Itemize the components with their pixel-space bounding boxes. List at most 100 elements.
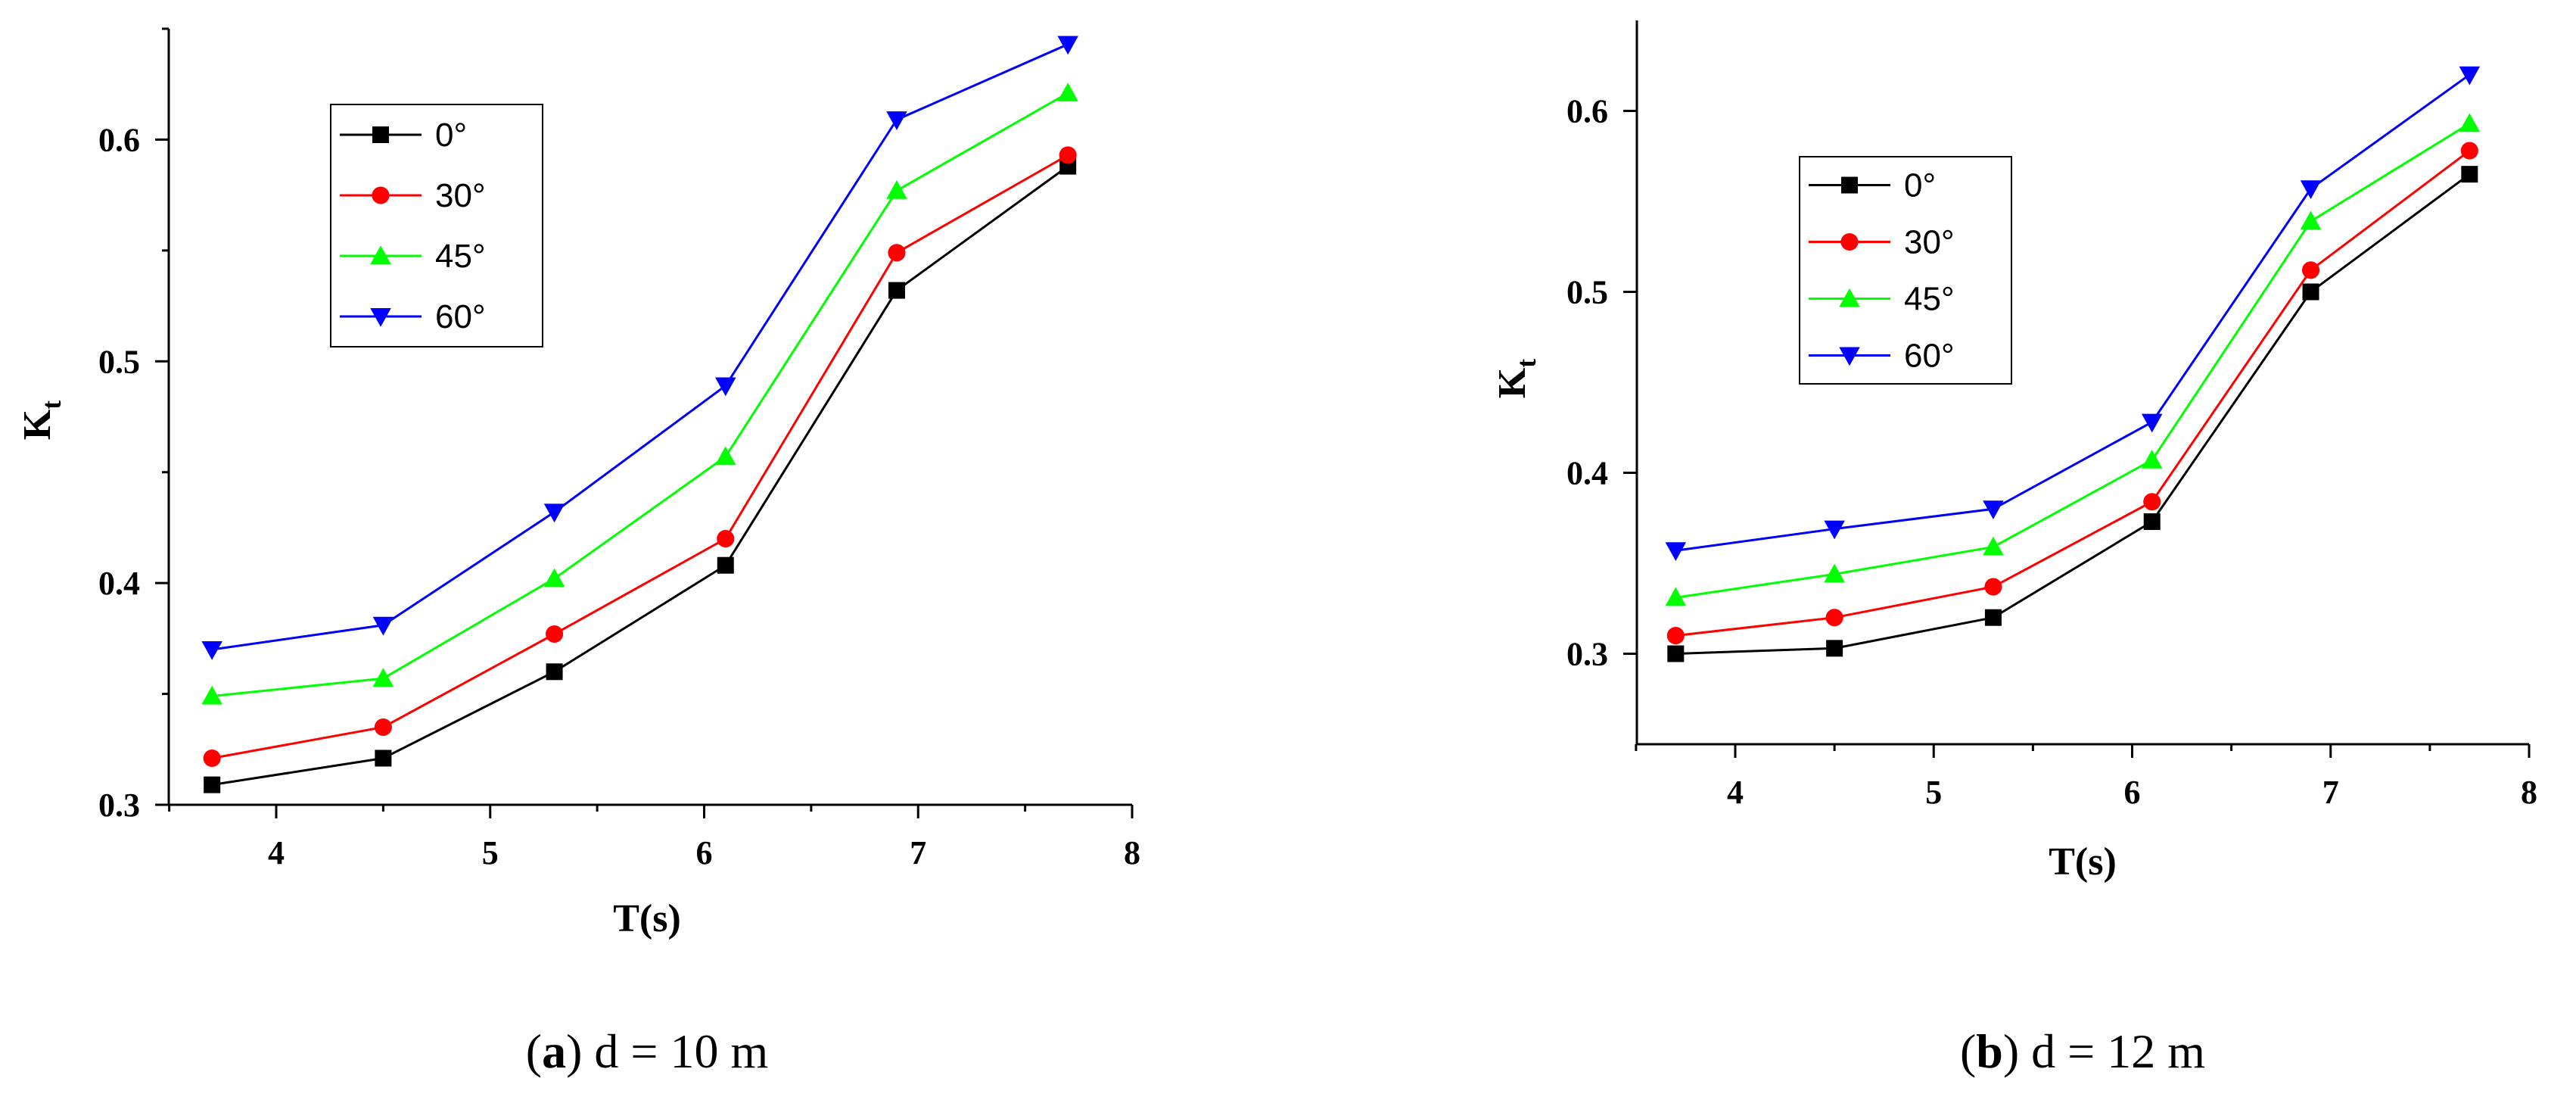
data-point-30deg	[888, 244, 906, 262]
y-axis-title-main: K	[1491, 367, 1534, 398]
data-point-0deg	[546, 663, 563, 681]
caption-text: ) d = 10 m	[566, 1024, 768, 1078]
y-tick-label: 0.4	[1566, 455, 1608, 492]
data-point-60deg	[1665, 542, 1687, 562]
legend-marker	[1840, 232, 1859, 251]
series-line-30deg	[1675, 149, 2471, 637]
data-point-60deg	[1057, 36, 1078, 55]
legend-marker	[372, 186, 390, 204]
caption-text: ) d = 12 m	[2003, 1024, 2205, 1078]
series-line-45deg	[212, 92, 1069, 697]
series-line-30deg	[211, 154, 1069, 759]
data-point-30deg	[2143, 493, 2161, 511]
y-tick-label: 0.6	[98, 121, 140, 158]
y-tick-label: 0.3	[1566, 636, 1608, 673]
data-point-60deg	[543, 503, 565, 523]
data-point-30deg	[2460, 142, 2478, 160]
data-point-45deg	[886, 180, 907, 199]
caption-letter: b	[1976, 1024, 2003, 1078]
data-point-45deg	[2300, 210, 2322, 230]
y-tick-label: 0.5	[1566, 274, 1608, 311]
legend-marker	[1839, 288, 1860, 307]
data-point-30deg	[374, 718, 392, 737]
series-line-45deg	[1675, 122, 2471, 599]
legend: 0° 30° 45° 60°	[1799, 156, 2012, 385]
y-tick-label: 0.6	[1566, 93, 1608, 130]
data-point-60deg	[372, 616, 394, 636]
data-point-0deg	[2461, 166, 2478, 183]
y-tick-label: 0.3	[98, 787, 140, 824]
data-point-45deg	[1665, 587, 1687, 606]
series-line-0deg	[211, 165, 1069, 787]
x-tick-label: 4	[268, 834, 285, 871]
legend-label: 60°	[435, 298, 486, 335]
legend-label: 45°	[1904, 281, 1955, 318]
data-point-30deg	[1666, 627, 1685, 645]
data-point-60deg	[2300, 180, 2322, 200]
legend-label: 0°	[1904, 167, 1936, 204]
data-point-30deg	[203, 749, 221, 768]
x-tick-label: 6	[696, 834, 713, 871]
data-point-45deg	[715, 446, 736, 466]
panel-caption: (b) d = 12 m	[1960, 1024, 2205, 1078]
data-point-45deg	[2459, 113, 2481, 132]
legend: 0° 30° 45° 60°	[330, 104, 543, 347]
data-point-45deg	[372, 668, 394, 687]
data-point-60deg	[886, 111, 907, 130]
x-tick-label: 7	[910, 834, 926, 871]
chart-panel-b: 4 5 6 7 8 0.3 0.4 0.5 0.6 T(s) Kt 0° 30° 45° 60° (b) d …	[1491, 20, 2537, 1078]
data-point-45deg	[2141, 450, 2163, 469]
data-point-60deg	[2459, 66, 2481, 86]
chart-panel-a: 4 5 6 7 8 0.3 0.4 0.5 0.6 T(s) Kt 0° 30° 45° 60° (a) d …	[16, 27, 1140, 1078]
data-point-0deg	[1826, 640, 1843, 657]
x-axis-title: T(s)	[613, 897, 681, 940]
data-point-45deg	[1983, 536, 2004, 556]
caption-open-paren: (	[526, 1024, 542, 1078]
data-point-45deg	[1057, 83, 1078, 101]
x-tick-label: 5	[1925, 774, 1942, 811]
data-point-0deg	[1667, 645, 1685, 662]
legend-marker	[1841, 176, 1858, 194]
legend-label: 60°	[1904, 338, 1955, 375]
data-point-45deg	[201, 685, 222, 705]
data-point-30deg	[1984, 578, 2002, 596]
data-point-0deg	[888, 282, 905, 299]
data-point-0deg	[204, 776, 221, 793]
x-tick-label: 7	[2322, 774, 2339, 811]
data-point-0deg	[2143, 513, 2161, 531]
x-tick-label: 8	[1124, 834, 1140, 871]
legend-marker	[1839, 347, 1860, 366]
data-point-30deg	[1825, 609, 1843, 627]
data-point-60deg	[1824, 520, 1845, 540]
legend-box	[1799, 156, 2012, 385]
data-point-0deg	[2302, 283, 2319, 301]
data-point-30deg	[717, 530, 735, 548]
legend-label: 30°	[435, 177, 486, 214]
series-line-60deg	[1675, 73, 2471, 552]
data-point-60deg	[715, 377, 736, 397]
x-axis-title: T(s)	[2049, 840, 2117, 884]
x-tick-label: 5	[482, 834, 499, 871]
y-axis-title-main: K	[16, 409, 59, 440]
data-point-45deg	[543, 568, 565, 587]
panel-caption: (a) d = 10 m	[526, 1024, 769, 1078]
y-axis-title-subscript: t	[36, 400, 67, 410]
data-point-60deg	[2141, 413, 2163, 433]
caption-letter: a	[542, 1024, 566, 1078]
series-line-0deg	[1675, 173, 2471, 655]
y-axis-title: Kt	[16, 400, 67, 440]
data-point-0deg	[717, 556, 734, 574]
data-point-0deg	[1984, 609, 2002, 626]
data-point-30deg	[546, 625, 564, 644]
data-point-0deg	[375, 750, 392, 767]
legend-box	[330, 104, 543, 347]
legend-label: 45°	[435, 238, 486, 275]
x-tick-label: 6	[2124, 774, 2141, 811]
legend-label: 0°	[435, 117, 467, 154]
y-tick-label: 0.5	[98, 343, 140, 380]
x-tick-label: 4	[1727, 774, 1744, 811]
data-point-30deg	[1059, 146, 1077, 164]
y-axis-title: Kt	[1491, 359, 1542, 398]
